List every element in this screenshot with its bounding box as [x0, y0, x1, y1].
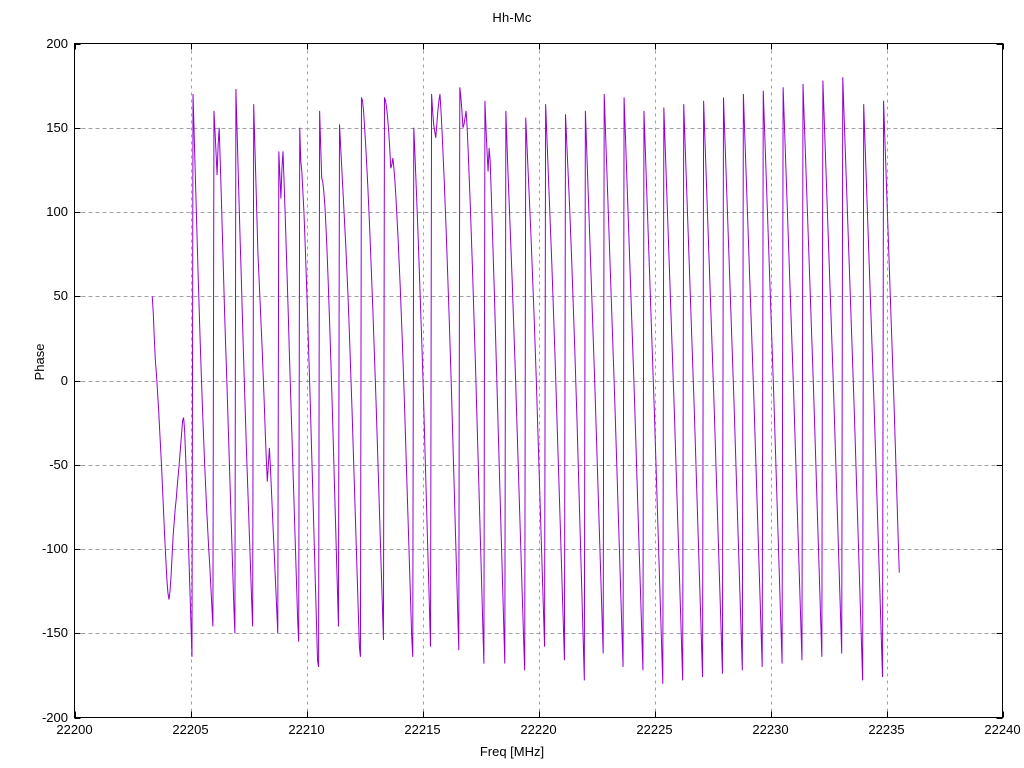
x-tick-label: 22235	[868, 722, 905, 737]
data-series-group	[151, 77, 900, 684]
plot-title: Hh-Mc	[492, 10, 532, 25]
data-series-line	[151, 77, 900, 684]
x-tick-label: 22210	[288, 722, 325, 737]
x-tick-label: 22215	[404, 722, 441, 737]
y-tick-label: 150	[46, 119, 68, 135]
y-tick-label: -200	[41, 709, 68, 725]
y-tick-label: 200	[46, 35, 68, 51]
y-tick-label: 0	[60, 372, 68, 388]
x-tick-label: 22220	[520, 722, 557, 737]
x-axis-label: Freq [MHz]	[479, 744, 545, 759]
x-tick-label: 22200	[56, 722, 93, 737]
x-tick-label: 22205	[172, 722, 209, 737]
y-tick-label: -50	[49, 456, 68, 472]
y-tick-label: 50	[53, 288, 68, 304]
y-tick-label: -100	[41, 541, 68, 556]
axis-ticks	[74, 43, 1004, 719]
y-tick-label: -150	[41, 625, 68, 641]
x-tick-label: 22230	[752, 722, 789, 737]
plot-frame	[74, 43, 1003, 718]
x-tick-label: 22225	[636, 722, 673, 737]
x-tick-label: 22240	[984, 722, 1021, 737]
y-tick-label: 100	[46, 204, 68, 219]
